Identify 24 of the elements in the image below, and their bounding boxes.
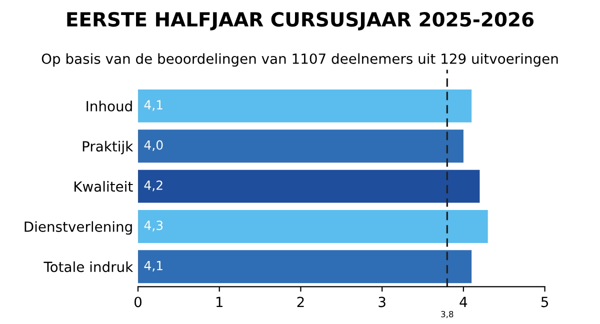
chart-subtitle: Op basis van de beoordelingen van 1107 deelnemers uit 129 uitvoeringen: [42, 53, 558, 67]
data-label: 4,3: [144, 220, 163, 232]
bar: [138, 210, 488, 243]
y-tick-label: Totale indruk: [44, 261, 134, 272]
chart-title: EERSTE HALFJAAR CURSUSJAAR 2025-2026: [67, 12, 534, 30]
data-label: 4,1: [144, 260, 162, 272]
y-tick-label: Inhoud: [86, 100, 132, 112]
data-label: 4,1: [144, 100, 162, 111]
y-tick-label: Praktijk: [82, 140, 134, 154]
ref-line-label: 3,8: [441, 310, 454, 318]
x-tick-label: 2: [297, 296, 304, 308]
y-tick-label: Dienstverlening: [24, 221, 132, 235]
x-tick-label: 3: [378, 296, 386, 308]
data-label: 4,2: [144, 180, 162, 192]
bar: [138, 130, 464, 163]
x-tick-label: 1: [216, 296, 222, 308]
x-tick-label: 4: [460, 296, 468, 308]
bar: [138, 250, 472, 284]
bar: [138, 170, 480, 203]
x-tick-label: 5: [541, 296, 548, 308]
data-label: 4,0: [144, 140, 163, 152]
x-tick-label: 0: [134, 296, 142, 308]
bar: [138, 89, 472, 122]
y-tick-label: Kwaliteit: [74, 181, 133, 192]
